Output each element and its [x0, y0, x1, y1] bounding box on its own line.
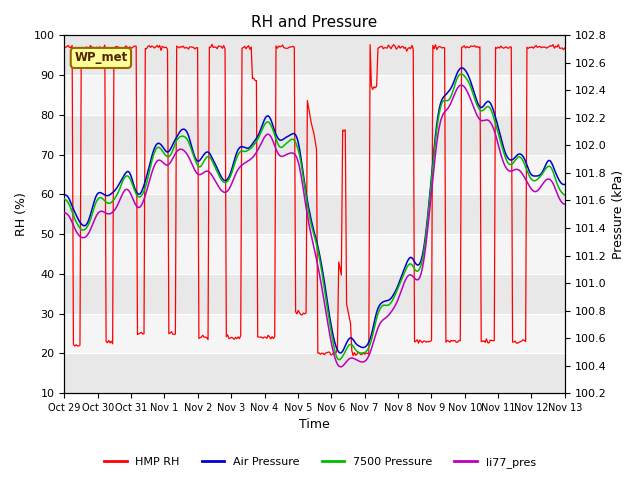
Line: Air Pressure: Air Pressure — [64, 68, 565, 353]
HMP RH — [494, 44, 502, 50]
li77_pres — [458, 82, 465, 88]
Bar — [64, 234, 565, 274]
Air Pressure — [77, 221, 85, 227]
Air Pressure — [419, 252, 426, 258]
HMP RH — [319, 350, 327, 356]
Air Pressure — [318, 263, 326, 269]
li77_pres — [93, 212, 100, 217]
Line: li77_pres: li77_pres — [64, 85, 565, 367]
Bar — [64, 353, 565, 393]
Y-axis label: Pressure (kPa): Pressure (kPa) — [612, 169, 625, 259]
Legend: HMP RH, Air Pressure, 7500 Pressure, li77_pres: HMP RH, Air Pressure, 7500 Pressure, li7… — [100, 452, 540, 472]
7500 Pressure — [560, 192, 568, 197]
7500 Pressure — [335, 357, 342, 362]
li77_pres — [336, 364, 344, 370]
li77_pres — [77, 234, 85, 240]
Bar — [64, 36, 565, 75]
7500 Pressure — [318, 269, 326, 275]
HMP RH — [208, 41, 216, 47]
li77_pres — [561, 202, 569, 207]
X-axis label: Time: Time — [299, 419, 330, 432]
Air Pressure — [561, 181, 569, 187]
HMP RH — [93, 44, 100, 50]
Air Pressure — [560, 181, 568, 187]
7500 Pressure — [419, 257, 426, 263]
Air Pressure — [60, 192, 68, 198]
Text: WP_met: WP_met — [74, 51, 127, 64]
li77_pres — [419, 265, 426, 271]
HMP RH — [420, 338, 428, 344]
7500 Pressure — [458, 71, 465, 77]
Line: HMP RH: HMP RH — [64, 44, 565, 356]
Air Pressure — [458, 65, 465, 71]
Bar — [64, 313, 565, 353]
Bar — [64, 194, 565, 234]
7500 Pressure — [77, 227, 85, 232]
Air Pressure — [494, 124, 502, 130]
7500 Pressure — [60, 196, 68, 202]
Y-axis label: RH (%): RH (%) — [15, 192, 28, 236]
Bar — [64, 155, 565, 194]
HMP RH — [560, 47, 568, 53]
Line: 7500 Pressure: 7500 Pressure — [64, 74, 565, 360]
Air Pressure — [93, 192, 100, 197]
7500 Pressure — [93, 198, 100, 204]
Air Pressure — [336, 350, 344, 356]
7500 Pressure — [561, 192, 569, 198]
HMP RH — [561, 45, 569, 51]
HMP RH — [77, 47, 85, 52]
Bar — [64, 115, 565, 155]
Bar — [64, 75, 565, 115]
Bar — [64, 274, 565, 313]
li77_pres — [560, 201, 568, 207]
Title: RH and Pressure: RH and Pressure — [252, 15, 378, 30]
li77_pres — [318, 284, 326, 290]
HMP RH — [60, 44, 68, 49]
HMP RH — [349, 353, 357, 359]
7500 Pressure — [494, 131, 502, 136]
li77_pres — [494, 142, 502, 147]
li77_pres — [60, 210, 68, 216]
